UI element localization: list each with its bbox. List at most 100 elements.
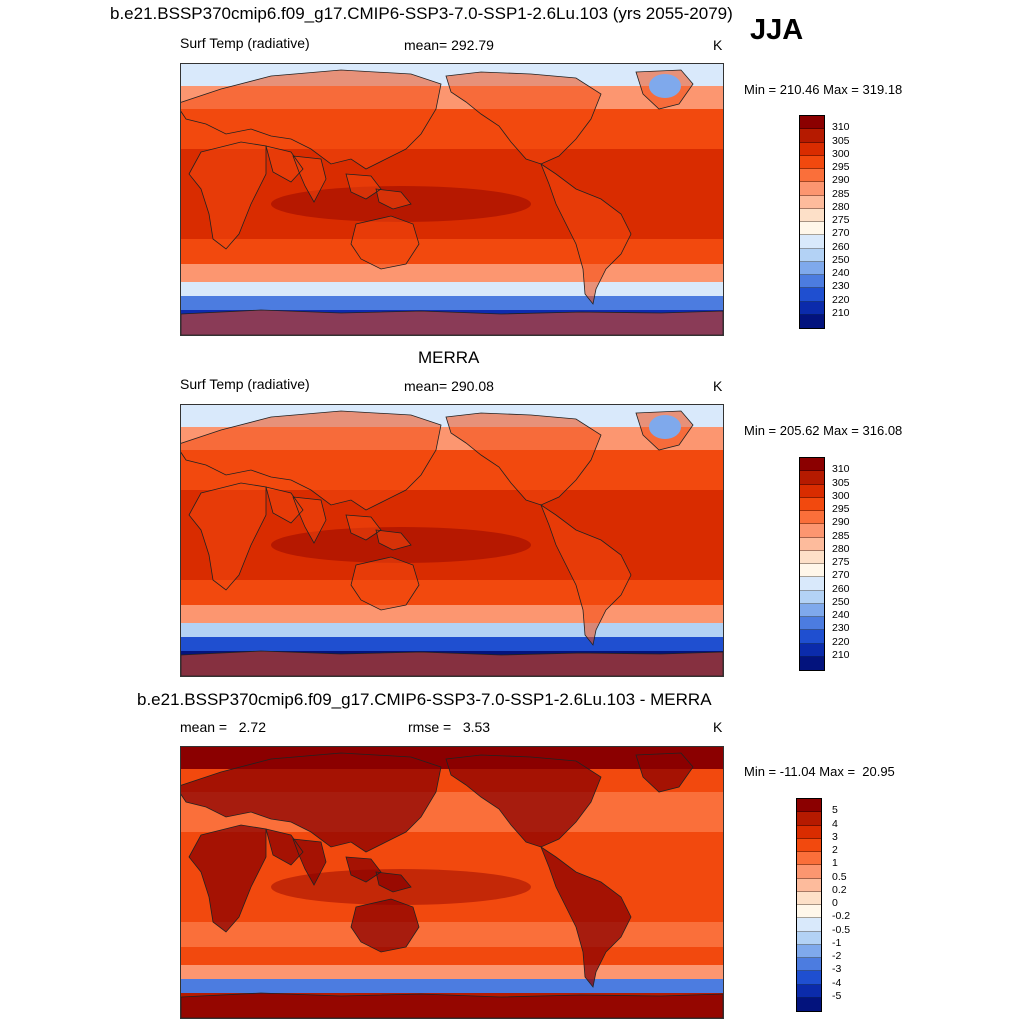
colorbar-swatch [797,997,821,1011]
colorbar-tick-label: 0 [832,897,838,909]
colorbar-swatch [800,155,824,169]
colorbar-tick-label: -0.2 [832,910,851,923]
colorbar-swatch [800,484,824,498]
colorbar-tick-label: 310 [832,463,850,476]
colorbar-tick-label: -2 [832,950,842,962]
colorbar-swatch [800,261,824,275]
colorbar-swatch [800,577,824,591]
map-latitude-band [181,922,723,947]
panel-3-units-label: K [713,719,723,735]
colorbar-swatch [800,314,824,328]
colorbar-tick-label: -1 [832,936,842,949]
colorbar-tick-label: 220 [832,293,850,306]
colorbar-swatch [800,656,824,670]
colorbar-swatch [800,471,824,485]
colorbar-swatch [800,590,824,604]
map-coastline [350,898,420,953]
map-coastline [635,752,694,793]
colorbar-tick-label: 2 [832,844,838,856]
map-latitude-band [181,965,723,979]
panel-3-minmax: Min = -11.04 Max = 20.95 [744,764,895,779]
colorbar-tick-label: 230 [832,622,850,635]
panel-2-title: MERRA [418,348,480,367]
map-coastline [181,69,442,170]
map-coastline [445,412,602,506]
map-latitude-band [181,637,723,651]
colorbar-swatch [800,208,824,222]
map-greenland-icecap [649,74,681,98]
colorbar-tick-label: 240 [832,609,850,621]
map-latitude-band [181,580,723,605]
colorbar-tick-label: 300 [832,489,850,502]
colorbar-tick-label: 1 [832,857,838,870]
colorbar-swatch [800,630,824,644]
map-coastline [181,410,442,511]
colorbar-tick-label: 275 [832,556,850,568]
colorbar-swatch [797,865,821,879]
panel-1-minmax: Min = 210.46 Max = 319.18 [744,82,903,97]
map-coastline [188,141,267,250]
map-coastline [345,173,412,210]
colorbar-swatch [800,222,824,236]
colorbar-swatch [800,116,824,130]
colorbar-swatch [797,958,821,972]
colorbar-tick-label: 285 [832,187,850,200]
season-label: JJA [750,14,804,46]
panel-3-rmse-label: rmse = 3.53 [408,719,491,735]
colorbar-tick-label: 5 [832,804,838,817]
map-greenland-icecap [649,415,681,439]
map-coastline [445,754,602,848]
colorbar-swatch [800,643,824,657]
colorbar-tick-label: 250 [832,595,850,608]
map-latitude-band [181,605,723,623]
map-coastline [188,482,267,591]
colorbar-swatch [797,825,821,839]
map-coastline [181,309,723,335]
colorbar-swatch [800,497,824,511]
map-coastline [181,752,442,853]
colorbar-tick-label: 230 [832,280,850,293]
colorbar-tick-label: 305 [832,476,850,489]
panel-3-map [180,746,724,1019]
colorbar-tick-label: 4 [832,817,838,830]
panel-1-units-label: K [713,37,723,53]
colorbar-tick-label: -5 [832,989,842,1002]
panel-1-map [180,63,724,336]
colorbar-tick-label: 260 [832,240,850,253]
colorbar-swatch [800,617,824,631]
colorbar-tick-label: 280 [832,200,850,213]
colorbar-tick-label: 300 [832,147,850,160]
colorbar-swatch [797,812,821,826]
map-coastline [350,556,420,611]
map-coastline [181,650,723,676]
colorbar-tick-label: 240 [832,267,850,279]
panel-2-units-label: K [713,378,723,394]
colorbar-tick-label: 305 [832,134,850,147]
map-latitude-band [181,296,723,310]
panel-3-title: b.e21.BSSP370cmip6.f09_g17.CMIP6-SSP3-7.… [137,690,712,709]
colorbar-tick-label: 0.2 [832,883,847,896]
colorbar-swatch [800,169,824,183]
colorbar-swatch [800,550,824,564]
colorbar-tick-label: -4 [832,976,842,989]
panel-2-colorbar-ticks: 310 305 300 295 290 285 280 275 270 260 250 240 230 2… [832,457,872,669]
panel-2-variable-label: Surf Temp (radiative) [180,376,310,392]
colorbar-tick-label: 295 [832,161,850,173]
map-field [181,747,723,1018]
panel-1-mean-label: mean= 292.79 [404,37,494,53]
map-coastline [181,992,723,1018]
colorbar-swatch [797,838,821,852]
colorbar-tick-label: 285 [832,529,850,542]
colorbar-swatch [797,852,821,866]
colorbar-tick-label: 220 [832,635,850,648]
colorbar-swatch [797,891,821,905]
map-latitude-band [181,264,723,282]
colorbar-tick-label: 295 [832,503,850,515]
colorbar-swatch [797,971,821,985]
colorbar-swatch [800,537,824,551]
map-coastline [345,856,412,893]
map-coastline [188,824,267,933]
colorbar-swatch [800,564,824,578]
panel-3-mean-label: mean = 2.72 [180,719,267,735]
colorbar-swatch [800,248,824,262]
